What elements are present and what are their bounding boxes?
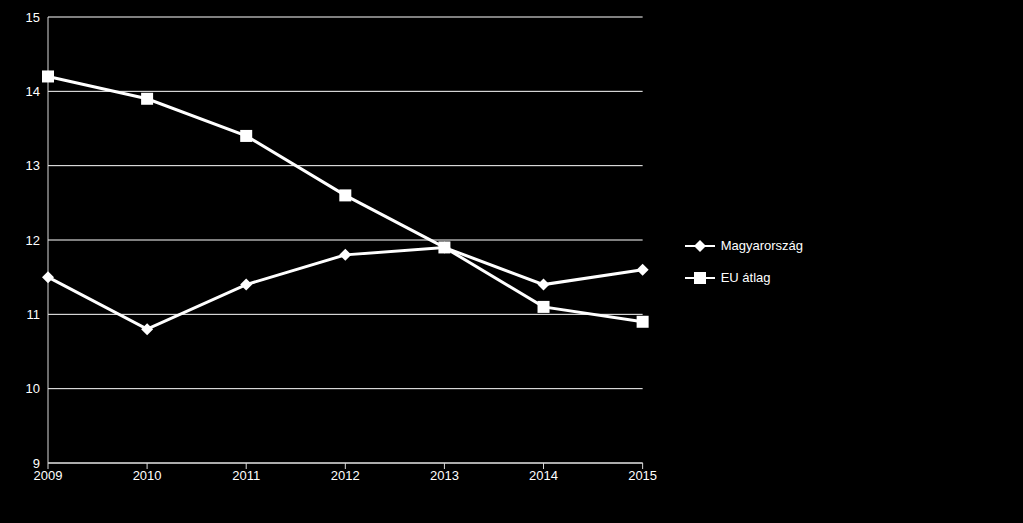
svg-text:2013: 2013: [430, 468, 459, 483]
svg-text:12: 12: [26, 233, 40, 248]
svg-text:2011: 2011: [232, 468, 260, 483]
svg-text:2015: 2015: [628, 468, 657, 483]
svg-text:10: 10: [26, 381, 40, 396]
html-text:Magyarország: Magyarország: [720, 238, 803, 253]
svg-text:9: 9: [33, 456, 40, 471]
svg-text:2012: 2012: [331, 468, 360, 483]
svg-text:13: 13: [26, 158, 40, 173]
svg-text:2014: 2014: [529, 468, 558, 483]
svg-text:14: 14: [26, 84, 40, 99]
svg-text:2009: 2009: [33, 468, 63, 484]
svg-text:15: 15: [26, 10, 40, 25]
svg-text:11: 11: [27, 307, 41, 322]
svg-text:2010: 2010: [133, 468, 162, 483]
html-text:EU átlag: EU átlag: [720, 270, 771, 285]
